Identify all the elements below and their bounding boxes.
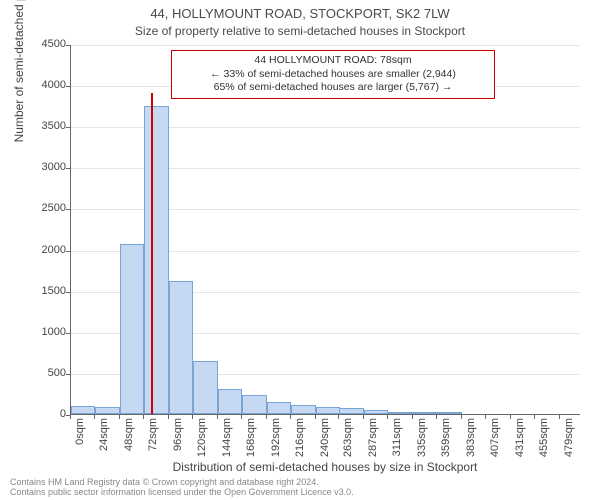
histogram-bar [71, 406, 95, 414]
y-tick [66, 292, 70, 293]
annotation-line1: 44 HOLLYMOUNT ROAD: 78sqm [178, 54, 488, 68]
x-tick-label: 240sqm [319, 418, 331, 468]
x-tick-label: 383sqm [465, 418, 477, 468]
y-tick-label: 4000 [6, 79, 66, 91]
x-tick-label: 96sqm [172, 418, 184, 468]
footer-line2: Contains public sector information licen… [10, 488, 354, 498]
x-tick-label: 431sqm [514, 418, 526, 468]
annotation-line2: ← 33% of semi-detached houses are smalle… [178, 68, 488, 82]
x-tick [412, 415, 413, 419]
y-tick-label: 500 [6, 367, 66, 379]
histogram-bar [193, 361, 217, 414]
y-tick [66, 374, 70, 375]
x-tick [510, 415, 511, 419]
histogram-bar [267, 402, 291, 414]
y-tick [66, 333, 70, 334]
x-tick-label: 0sqm [74, 418, 86, 468]
annotation-line3: 65% of semi-detached houses are larger (… [178, 81, 488, 95]
x-tick [192, 415, 193, 419]
annotation-box: 44 HOLLYMOUNT ROAD: 78sqm ← 33% of semi-… [171, 50, 495, 99]
x-tick-label: 407sqm [489, 418, 501, 468]
y-axis-label: Number of semi-detached properties [12, 0, 26, 230]
x-tick-label: 48sqm [123, 418, 135, 468]
histogram-bar [388, 412, 412, 414]
x-tick-label: 263sqm [342, 418, 354, 468]
histogram-bar [218, 389, 242, 414]
x-tick-label: 216sqm [294, 418, 306, 468]
x-tick [485, 415, 486, 419]
x-tick [387, 415, 388, 419]
x-tick [143, 415, 144, 419]
y-tick-label: 1500 [6, 285, 66, 297]
x-tick-label: 359sqm [440, 418, 452, 468]
chart-subtitle: Size of property relative to semi-detach… [0, 24, 600, 38]
histogram-bar [242, 395, 266, 414]
x-tick [534, 415, 535, 419]
y-tick [66, 251, 70, 252]
plot-area: 44 HOLLYMOUNT ROAD: 78sqm ← 33% of semi-… [70, 45, 580, 415]
x-tick-label: 455sqm [538, 418, 550, 468]
x-tick-label: 311sqm [391, 418, 403, 468]
y-tick-label: 2500 [6, 202, 66, 214]
x-tick-label: 120sqm [196, 418, 208, 468]
x-tick [559, 415, 560, 419]
x-tick-label: 168sqm [245, 418, 257, 468]
x-tick [363, 415, 364, 419]
x-tick-label: 192sqm [270, 418, 282, 468]
chart-container: { "chart": { "type": "histogram", "title… [0, 0, 600, 500]
x-tick-label: 479sqm [563, 418, 575, 468]
histogram-bar [316, 407, 340, 414]
x-tick [241, 415, 242, 419]
y-tick [66, 86, 70, 87]
x-tick-label: 335sqm [416, 418, 428, 468]
histogram-bar [120, 244, 144, 414]
x-tick [338, 415, 339, 419]
x-tick [315, 415, 316, 419]
x-tick [70, 415, 71, 419]
y-tick-label: 3000 [6, 161, 66, 173]
histogram-bar [413, 412, 437, 414]
histogram-bar [437, 412, 461, 414]
y-tick-label: 0 [6, 408, 66, 420]
marker-line [151, 93, 153, 414]
x-tick [168, 415, 169, 419]
x-tick [266, 415, 267, 419]
histogram-bar [144, 106, 168, 414]
histogram-bar [364, 410, 388, 414]
y-tick-label: 1000 [6, 326, 66, 338]
footer: Contains HM Land Registry data © Crown c… [10, 478, 354, 498]
histogram-bar [169, 281, 193, 414]
y-tick-label: 3500 [6, 120, 66, 132]
y-tick [66, 127, 70, 128]
x-tick [94, 415, 95, 419]
x-tick-label: 287sqm [367, 418, 379, 468]
y-tick-label: 4500 [6, 38, 66, 50]
x-tick-label: 144sqm [221, 418, 233, 468]
y-tick [66, 209, 70, 210]
x-tick-label: 72sqm [147, 418, 159, 468]
y-tick-label: 2000 [6, 244, 66, 256]
x-tick [290, 415, 291, 419]
histogram-bar [291, 405, 315, 414]
x-tick-label: 24sqm [98, 418, 110, 468]
histogram-bar [339, 408, 363, 414]
gridline [71, 45, 580, 46]
x-tick [461, 415, 462, 419]
y-tick [66, 168, 70, 169]
x-tick [217, 415, 218, 419]
x-tick [119, 415, 120, 419]
x-tick [436, 415, 437, 419]
y-tick [66, 45, 70, 46]
histogram-bar [95, 407, 119, 414]
chart-title: 44, HOLLYMOUNT ROAD, STOCKPORT, SK2 7LW [0, 6, 600, 21]
